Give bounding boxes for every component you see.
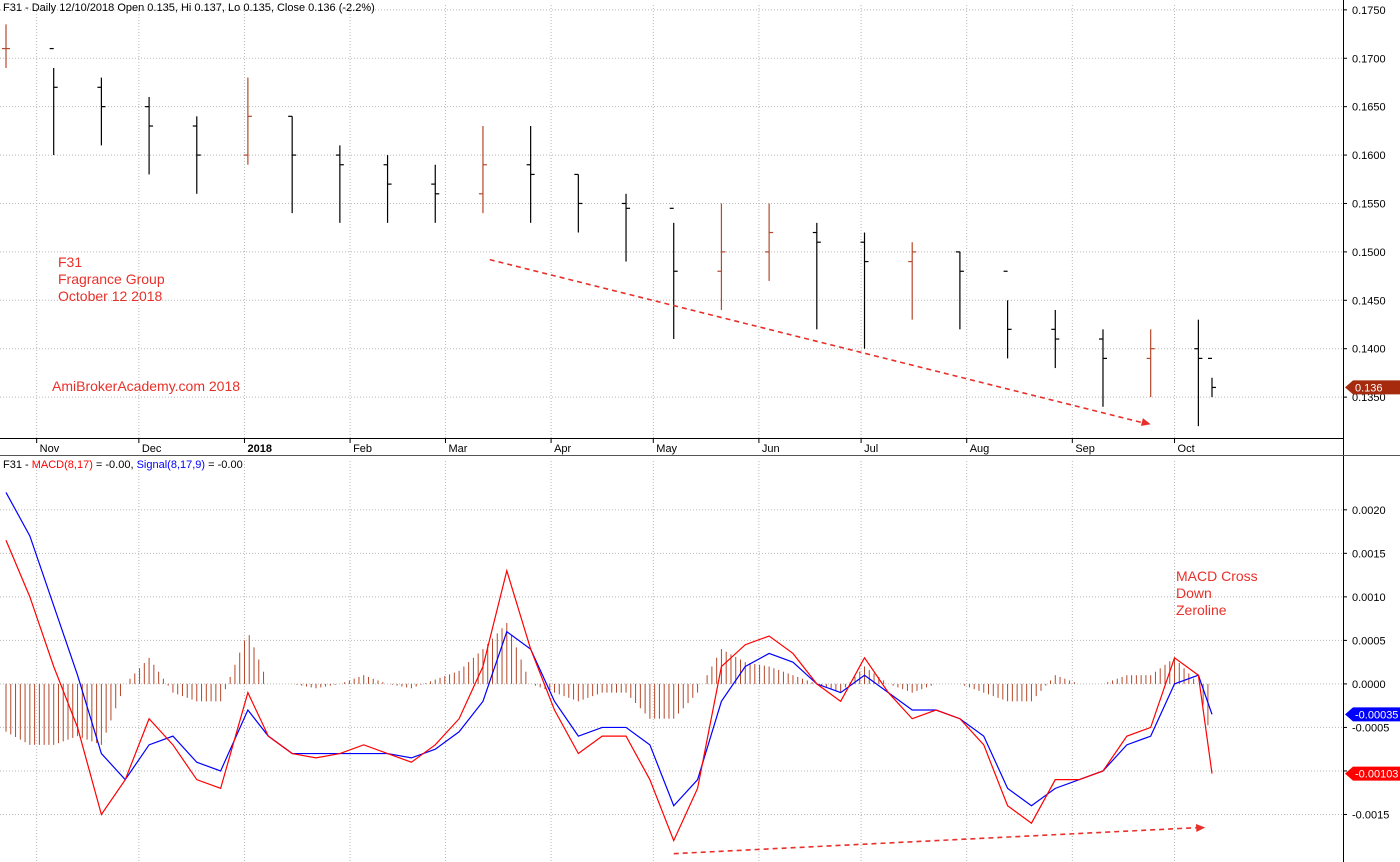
ohlc-bar: [431, 164, 440, 223]
price-y-axis: 0.1350 0.1400 0.1450 0.1500 0.1550 0.1600 0.16…: [1343, 5, 1386, 404]
ohlc-bar: [1051, 309, 1060, 369]
price-bars: [2, 24, 1216, 427]
macd-value-badge: -0.00103: [1345, 766, 1400, 781]
ohlc-bar: [1146, 329, 1155, 398]
price-downtrend-line: [489, 258, 1145, 424]
ohlc-bar: [335, 145, 344, 223]
price-y-tick-label: 0.1600: [1352, 150, 1386, 162]
ohlc-bar: [49, 47, 58, 156]
price-y-tick-label: 0.1500: [1352, 247, 1386, 259]
macd-line: [5, 540, 1213, 843]
x-tick-label: Aug: [970, 443, 990, 455]
price-y-tick-label: 0.1750: [1352, 5, 1386, 17]
last-price-badge-shape: [1345, 380, 1400, 395]
ohlc-bar: [717, 203, 726, 310]
macd-y-tick-label: 0.0010: [1352, 592, 1386, 604]
annotation-watermark: AmiBrokerAcademy.com 2018: [52, 378, 240, 394]
x-tick-label: Sep: [1075, 443, 1095, 455]
price-y-tick-label: 0.1700: [1352, 53, 1386, 65]
ohlc-bar: [812, 222, 821, 330]
ohlc-bar: [622, 193, 631, 262]
ohlc-bar: [526, 126, 535, 223]
macd-panel: -0.0015-0.0010-0.00050.00000.00050.00100…: [0, 461, 1389, 862]
annotation-date: October 12 2018: [58, 288, 163, 304]
macd-y-tick-label: 0.0000: [1352, 679, 1386, 691]
price-trend-arrowhead: [1140, 418, 1151, 426]
price-y-tick-label: 0.1450: [1352, 295, 1386, 307]
macd-y-tick-label: -0.0015: [1352, 809, 1389, 821]
x-tick-label: Jun: [762, 443, 780, 455]
ohlc-bar: [1098, 329, 1107, 407]
ohlc-bar: [574, 173, 583, 233]
ohlc-bar: [955, 251, 964, 330]
ohlc-bar: [1194, 319, 1203, 427]
ohlc-bar: [669, 207, 678, 340]
macd-y-tick-label: 0.0020: [1352, 505, 1386, 517]
macd-header-macd-value: = -0.00,: [93, 459, 137, 471]
ohlc-bar: [97, 77, 106, 146]
macd-y-tick-label: -0.0005: [1352, 722, 1389, 734]
x-tick-label: Nov: [40, 443, 60, 455]
ohlc-bar: [145, 96, 154, 175]
ohlc-bar: [908, 242, 917, 320]
price-y-tick-label: 0.1350: [1352, 392, 1386, 404]
signal-value-badge: -0.00035: [1345, 707, 1400, 722]
macd-header-signal: Signal(8,17,9): [137, 459, 206, 471]
macd-uptrend-line: [673, 826, 1200, 855]
price-gridlines: [0, 5, 1343, 438]
signal-line: [5, 492, 1213, 807]
x-tick-label: Oct: [1178, 443, 1195, 455]
annotation-macd-note-2: Down: [1176, 585, 1212, 601]
macd-header-macd: MACD(8,17): [32, 459, 93, 471]
price-header: F31 - Daily 12/10/2018 Open 0.135, Hi 0.…: [3, 2, 375, 14]
annotation-company: Fragrance Group: [58, 271, 165, 287]
last-price-label: 0.136: [1355, 382, 1383, 394]
macd-header-prefix: F31 -: [3, 459, 32, 471]
macd-value-label: -0.00103: [1355, 769, 1398, 781]
x-tick-label: Feb: [353, 443, 372, 455]
ohlc-bar: [765, 203, 774, 281]
price-panel: 0.1350 0.1400 0.1450 0.1500 0.1550 0.1600 0.16…: [0, 5, 1386, 455]
x-tick-label: Apr: [554, 443, 571, 455]
macd-histogram: [5, 622, 1209, 745]
ohlc-bar: [383, 155, 392, 223]
x-tick-label: Jul: [864, 443, 878, 455]
annotation-stock-code: F31: [58, 254, 82, 270]
last-price-badge: 0.136: [1345, 380, 1400, 395]
price-x-axis: Nov Dec 2018 Feb Mar Apr May Jun Jul Aug Sep Oct: [36, 438, 1195, 455]
price-y-tick-label: 0.1550: [1352, 198, 1386, 210]
annotation-macd-note-3: Zeroline: [1176, 602, 1227, 618]
macd-header-signal-value: = -0.00: [205, 459, 243, 471]
ohlc-bar: [192, 116, 201, 194]
ohlc-bar: [288, 115, 297, 214]
x-tick-label: Dec: [142, 443, 162, 455]
price-y-tick-label: 0.1650: [1352, 102, 1386, 114]
ohlc-bar: [1208, 357, 1216, 398]
x-tick-label: 2018: [247, 443, 271, 455]
macd-header: F31 - MACD(8,17) = -0.00, Signal(8,17,9)…: [3, 459, 243, 471]
x-tick-label: Mar: [448, 443, 467, 455]
signal-value-label: -0.00035: [1355, 709, 1398, 721]
signal-value-badge-shape: [1345, 707, 1400, 722]
ohlc-bar: [2, 24, 10, 68]
ohlc-bar: [243, 77, 252, 165]
annotation-macd-note-1: MACD Cross: [1176, 568, 1258, 584]
x-tick-label: May: [656, 443, 677, 455]
macd-value-badge-shape: [1345, 766, 1400, 781]
macd-y-tick-label: 0.0015: [1352, 548, 1386, 560]
ohlc-bar: [1003, 270, 1012, 359]
price-y-tick-label: 0.1400: [1352, 344, 1386, 356]
ohlc-bar: [478, 126, 487, 214]
macd-y-tick-label: 0.0005: [1352, 635, 1386, 647]
macd-gridlines: [0, 461, 1343, 862]
macd-trend-arrowhead: [1196, 823, 1206, 832]
ohlc-bar: [860, 232, 869, 349]
